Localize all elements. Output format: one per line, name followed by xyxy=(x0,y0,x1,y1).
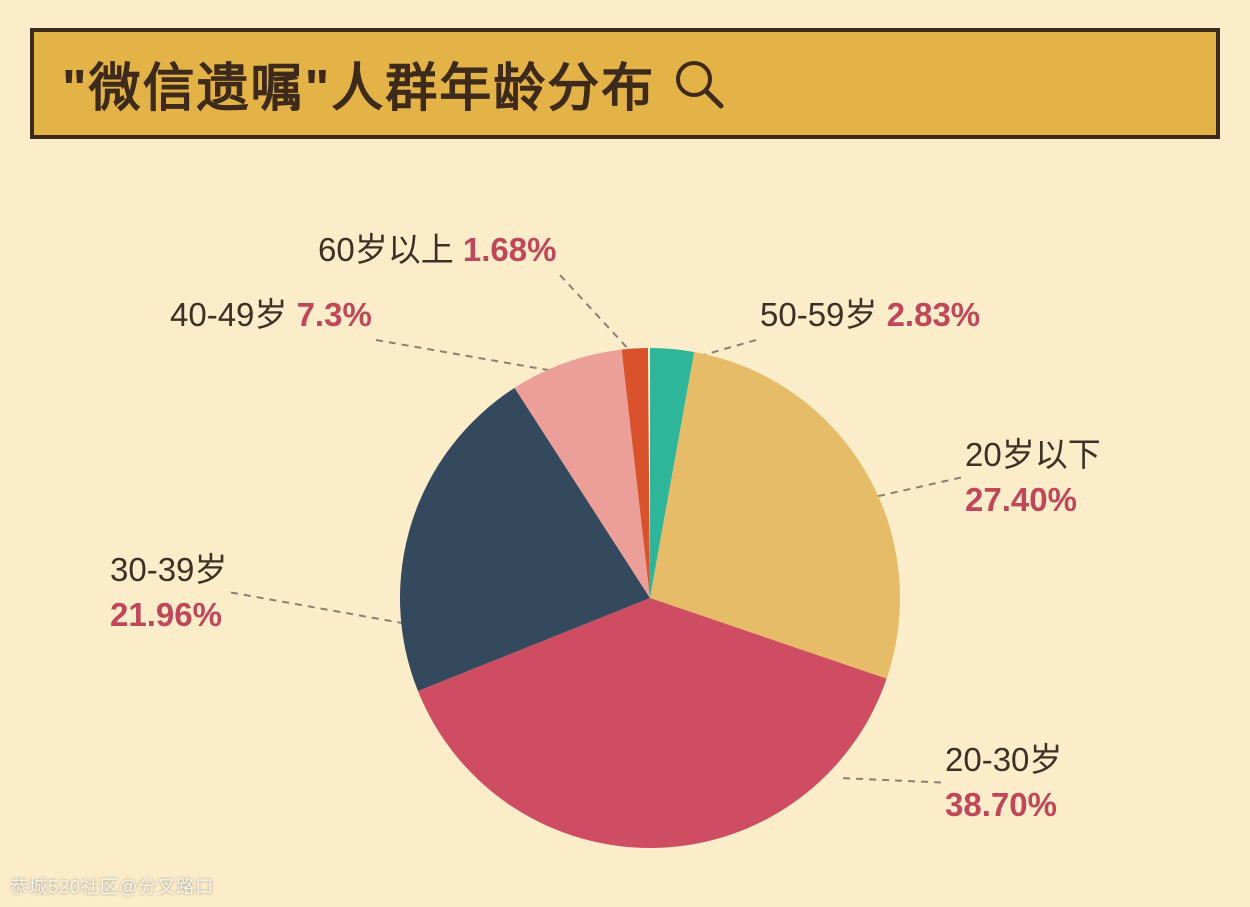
title-bar: "微信遗嘱"人群年龄分布 xyxy=(30,28,1220,139)
callout-label: 30-39岁 xyxy=(110,548,227,593)
callout: 20-30岁38.70% xyxy=(945,738,1062,827)
watermark: 恭城520社区@分叉路口 xyxy=(10,873,214,899)
callout: 60岁以上 1.68% xyxy=(318,228,556,273)
callout-percent: 7.3% xyxy=(297,296,372,333)
callout-percent: 27.40% xyxy=(965,478,1101,523)
callout-label: 60岁以上 xyxy=(318,231,463,268)
callout-label: 50-59岁 xyxy=(760,296,887,333)
leader-line xyxy=(560,275,632,353)
callout: 40-49岁 7.3% xyxy=(170,293,372,338)
chart-title: "微信遗嘱"人群年龄分布 xyxy=(62,46,655,121)
callout-label: 20岁以下 xyxy=(965,433,1101,478)
callout-label: 40-49岁 xyxy=(170,296,297,333)
callout-percent: 1.68% xyxy=(463,231,557,268)
callout: 50-59岁 2.83% xyxy=(760,293,980,338)
callout-percent: 2.83% xyxy=(887,296,981,333)
callout-percent: 21.96% xyxy=(110,593,227,638)
callout-label: 20-30岁 xyxy=(945,738,1062,783)
callout: 20岁以下27.40% xyxy=(965,433,1101,522)
chart-area: 60岁以上 1.68%40-49岁 7.3%50-59岁 2.83%20岁以下2… xyxy=(0,158,1250,907)
callout: 30-39岁21.96% xyxy=(110,548,227,637)
pie-chart xyxy=(400,348,900,848)
magnifier-icon xyxy=(671,56,727,112)
callout-percent: 38.70% xyxy=(945,783,1062,828)
